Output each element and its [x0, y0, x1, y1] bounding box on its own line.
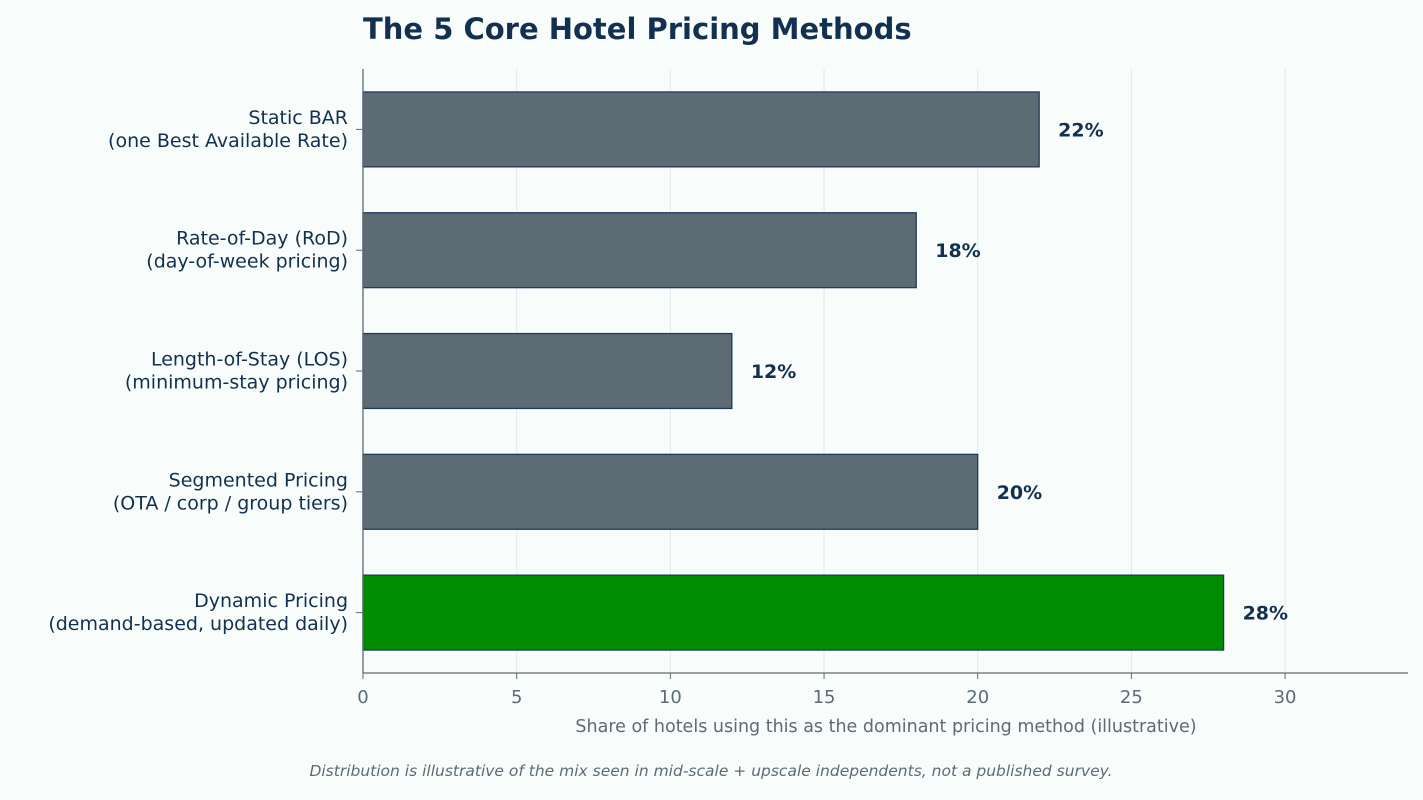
x-tick-label: 15: [813, 687, 836, 708]
x-tick-label: 20: [966, 687, 989, 708]
y-tick-label: (day-of-week pricing): [146, 251, 348, 273]
bar-value-label: 12%: [751, 361, 796, 383]
bar: [362, 574, 1225, 651]
x-axis-label: Share of hotels using this as the domina…: [575, 717, 1196, 737]
y-tick-label: Rate-of-Day (RoD): [176, 228, 348, 250]
bar-value-label: 18%: [935, 240, 980, 262]
x-tick-label: 10: [659, 687, 682, 708]
footnote: Distribution is illustrative of the mix …: [309, 762, 1112, 780]
labels: 0 5 10 15 20 25 30 22% Static BAR(one Best Avail…: [48, 107, 1296, 708]
bar-value-label: 22%: [1058, 119, 1103, 141]
bar: [362, 212, 917, 289]
y-tick-label: (OTA / corp / group tiers): [113, 492, 348, 514]
bars: [362, 91, 1225, 651]
y-tick-label: (one Best Available Rate): [108, 130, 348, 152]
bar-value-label: 28%: [1243, 603, 1288, 625]
bar: [362, 453, 979, 530]
y-tick-label: Segmented Pricing: [169, 469, 348, 491]
y-tick-label: Dynamic Pricing: [194, 590, 348, 612]
y-tick-label: (demand-based, updated daily): [48, 613, 348, 635]
y-tick-label: Length-of-Stay (LOS): [151, 349, 348, 371]
x-tick-label: 0: [357, 687, 368, 708]
x-tick-label: 5: [511, 687, 522, 708]
bar: [362, 91, 1040, 168]
y-tick-label: (minimum-stay pricing): [125, 372, 348, 394]
chart-title: The 5 Core Hotel Pricing Methods: [363, 12, 912, 46]
y-tick-label: Static BAR: [248, 107, 348, 129]
x-tick-label: 25: [1120, 687, 1143, 708]
bar: [362, 332, 733, 410]
x-tick-label: 30: [1274, 687, 1297, 708]
bar-value-label: 20%: [997, 482, 1042, 504]
axes: [356, 69, 1408, 679]
